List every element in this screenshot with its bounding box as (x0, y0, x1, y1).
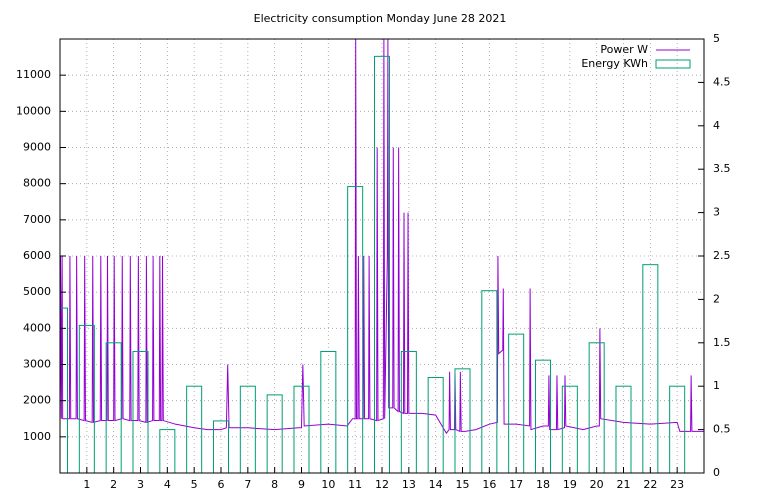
y-tick-label: 7000 (23, 213, 51, 226)
x-tick-label: 13 (402, 478, 416, 491)
y2-tick-label: 0 (713, 466, 720, 479)
x-tick-label: 22 (643, 478, 657, 491)
x-tick-label: 10 (321, 478, 335, 491)
energy-box (481, 290, 498, 473)
x-tick-label: 9 (298, 478, 305, 491)
y-tick-label: 8000 (23, 177, 51, 190)
y-tick-label: 6000 (23, 249, 51, 262)
energy-box (78, 324, 95, 473)
y-tick-label: 4000 (23, 321, 51, 334)
x-tick-label: 2 (110, 478, 117, 491)
energy-box (293, 385, 310, 473)
legend-label: Power W (600, 43, 648, 56)
y2-tick-label: 2.5 (713, 249, 731, 262)
energy-box (347, 186, 364, 473)
x-tick-label: 15 (456, 478, 470, 491)
energy-box (454, 368, 471, 473)
y2-tick-label: 5 (713, 32, 720, 45)
energy-box (615, 385, 632, 473)
x-tick-label: 21 (617, 478, 631, 491)
y-tick-label: 2000 (23, 394, 51, 407)
energy-box (561, 385, 578, 473)
y2-tick-label: 4.5 (713, 75, 731, 88)
x-tick-label: 16 (482, 478, 496, 491)
y-tick-label: 9000 (23, 141, 51, 154)
power-line (60, 39, 704, 435)
energy-box (534, 359, 552, 473)
x-tick-label: 23 (670, 478, 684, 491)
x-tick-label: 7 (244, 478, 251, 491)
legend-swatch (655, 59, 691, 69)
x-tick-label: 18 (536, 478, 550, 491)
y2-tick-label: 0.5 (713, 423, 731, 436)
energy-box (239, 385, 256, 473)
y-tick-label: 10000 (16, 104, 51, 117)
y-tick-label: 11000 (16, 68, 51, 81)
y2-tick-label: 3 (713, 206, 720, 219)
x-tick-label: 3 (137, 478, 144, 491)
energy-box (508, 333, 525, 473)
x-tick-label: 19 (563, 478, 577, 491)
y2-tick-label: 1 (713, 379, 720, 392)
x-tick-label: 4 (164, 478, 171, 491)
energy-box (642, 264, 659, 473)
energy-box (159, 429, 176, 473)
x-tick-label: 6 (218, 478, 225, 491)
y-tick-label: 5000 (23, 285, 51, 298)
x-tick-label: 14 (429, 478, 443, 491)
x-tick-label: 20 (590, 478, 604, 491)
y-tick-label: 1000 (23, 430, 51, 443)
x-tick-label: 17 (509, 478, 523, 491)
axes: 1 2 3 4 5 6 7 8 9 10 11 12 13 14 15 16 17 18 19 20 21 22 23100… (16, 32, 731, 491)
y2-tick-label: 4 (713, 119, 720, 132)
energy-box (212, 420, 230, 473)
energy-box (400, 350, 417, 473)
x-tick-label: 12 (375, 478, 389, 491)
x-tick-label: 11 (348, 478, 362, 491)
energy-box (669, 385, 686, 473)
legend-label: Energy KWh (581, 57, 648, 70)
energy-box (373, 55, 391, 473)
x-tick-label: 8 (271, 478, 278, 491)
energy-box (186, 385, 203, 473)
y-tick-label: 3000 (23, 358, 51, 371)
x-tick-label: 1 (83, 478, 90, 491)
energy-box (320, 350, 337, 473)
y2-tick-label: 1.5 (713, 336, 731, 349)
energy-box (266, 394, 283, 473)
y2-tick-label: 3.5 (713, 162, 731, 175)
x-tick-label: 5 (191, 478, 198, 491)
energy-box (132, 350, 149, 473)
y2-tick-label: 2 (713, 292, 720, 305)
chart-title: Electricity consumption Monday June 28 2… (254, 12, 507, 25)
